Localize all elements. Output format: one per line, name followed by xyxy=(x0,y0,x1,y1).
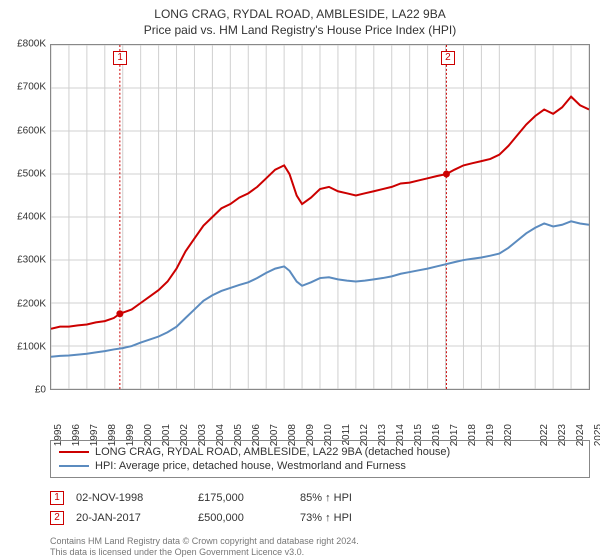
title-line1: LONG CRAG, RYDAL ROAD, AMBLESIDE, LA22 9… xyxy=(0,6,600,22)
x-axis: 1995199619971998199920002001200220032004… xyxy=(50,390,590,440)
y-tick-label: £700K xyxy=(17,82,46,93)
footer: Contains HM Land Registry data © Crown c… xyxy=(50,536,359,558)
y-tick-label: £800K xyxy=(17,39,46,50)
y-tick-label: £300K xyxy=(17,255,46,266)
sale-hpi: 85% ↑ HPI xyxy=(300,492,390,504)
legend-label: LONG CRAG, RYDAL ROAD, AMBLESIDE, LA22 9… xyxy=(95,446,450,458)
sale-marker-inline: 1 xyxy=(50,491,64,505)
sale-date: 02-NOV-1998 xyxy=(76,492,186,504)
y-tick-label: £500K xyxy=(17,168,46,179)
footer-line1: Contains HM Land Registry data © Crown c… xyxy=(50,536,359,547)
sales-table: 1 02-NOV-1998 £175,000 85% ↑ HPI 2 20-JAN-201… xyxy=(50,488,590,528)
sale-date: 20-JAN-2017 xyxy=(76,512,186,524)
sale-dot-2 xyxy=(443,171,450,178)
title-line2: Price paid vs. HM Land Registry's House … xyxy=(0,22,600,38)
sales-row: 2 20-JAN-2017 £500,000 73% ↑ HPI xyxy=(50,508,590,528)
legend-row: LONG CRAG, RYDAL ROAD, AMBLESIDE, LA22 9… xyxy=(59,445,581,459)
chart-plot-area: 12 xyxy=(50,44,590,390)
sale-hpi: 73% ↑ HPI xyxy=(300,512,390,524)
legend-row: HPI: Average price, detached house, West… xyxy=(59,459,581,473)
y-tick-label: £200K xyxy=(17,298,46,309)
legend-swatch xyxy=(59,465,89,467)
sale-dot-1 xyxy=(116,310,123,317)
legend-label: HPI: Average price, detached house, West… xyxy=(95,460,406,472)
y-axis: £0£100K£200K£300K£400K£500K£600K£700K£80… xyxy=(0,44,50,390)
sale-price: £175,000 xyxy=(198,492,288,504)
chart-title: LONG CRAG, RYDAL ROAD, AMBLESIDE, LA22 9… xyxy=(0,0,600,38)
sale-marker-2: 2 xyxy=(441,51,455,65)
footer-line2: This data is licensed under the Open Gov… xyxy=(50,547,359,558)
sale-marker-inline: 2 xyxy=(50,511,64,525)
y-tick-label: £0 xyxy=(35,385,46,396)
chart-svg xyxy=(51,45,589,389)
x-tick-label: 2025 xyxy=(593,424,600,446)
legend-swatch xyxy=(59,451,89,453)
y-tick-label: £400K xyxy=(17,212,46,223)
sale-marker-1: 1 xyxy=(113,51,127,65)
sales-row: 1 02-NOV-1998 £175,000 85% ↑ HPI xyxy=(50,488,590,508)
y-tick-label: £600K xyxy=(17,125,46,136)
y-tick-label: £100K xyxy=(17,341,46,352)
sale-price: £500,000 xyxy=(198,512,288,524)
legend: LONG CRAG, RYDAL ROAD, AMBLESIDE, LA22 9… xyxy=(50,440,590,478)
